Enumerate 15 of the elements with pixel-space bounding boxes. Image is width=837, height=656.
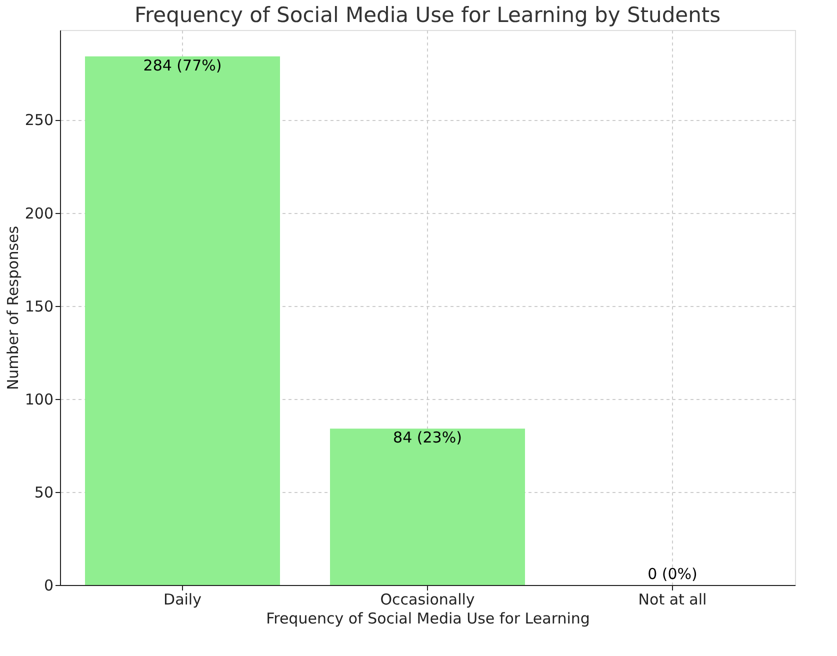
chart-title: Frequency of Social Media Use for Learning by Students (134, 3, 721, 27)
x-axis-title: Frequency of Social Media Use for Learning (266, 610, 590, 628)
y-tick-label: 200 (24, 204, 54, 222)
y-tick-label: 0 (44, 576, 54, 594)
y-tick-label: 50 (34, 483, 54, 502)
y-tick-label: 100 (24, 390, 54, 408)
x-tick-label: Not at all (638, 590, 707, 608)
x-tick-label: Occasionally (380, 590, 475, 608)
data-label: 0 (0%) (648, 565, 698, 583)
data-label: 284 (77%) (143, 56, 222, 74)
data-label: 84 (23%) (393, 428, 462, 447)
y-axis-title: Number of Responses (4, 226, 22, 390)
y-tick-label: 150 (24, 297, 54, 316)
y-tick-label: 250 (24, 111, 54, 130)
x-tick-label: Daily (164, 590, 202, 608)
